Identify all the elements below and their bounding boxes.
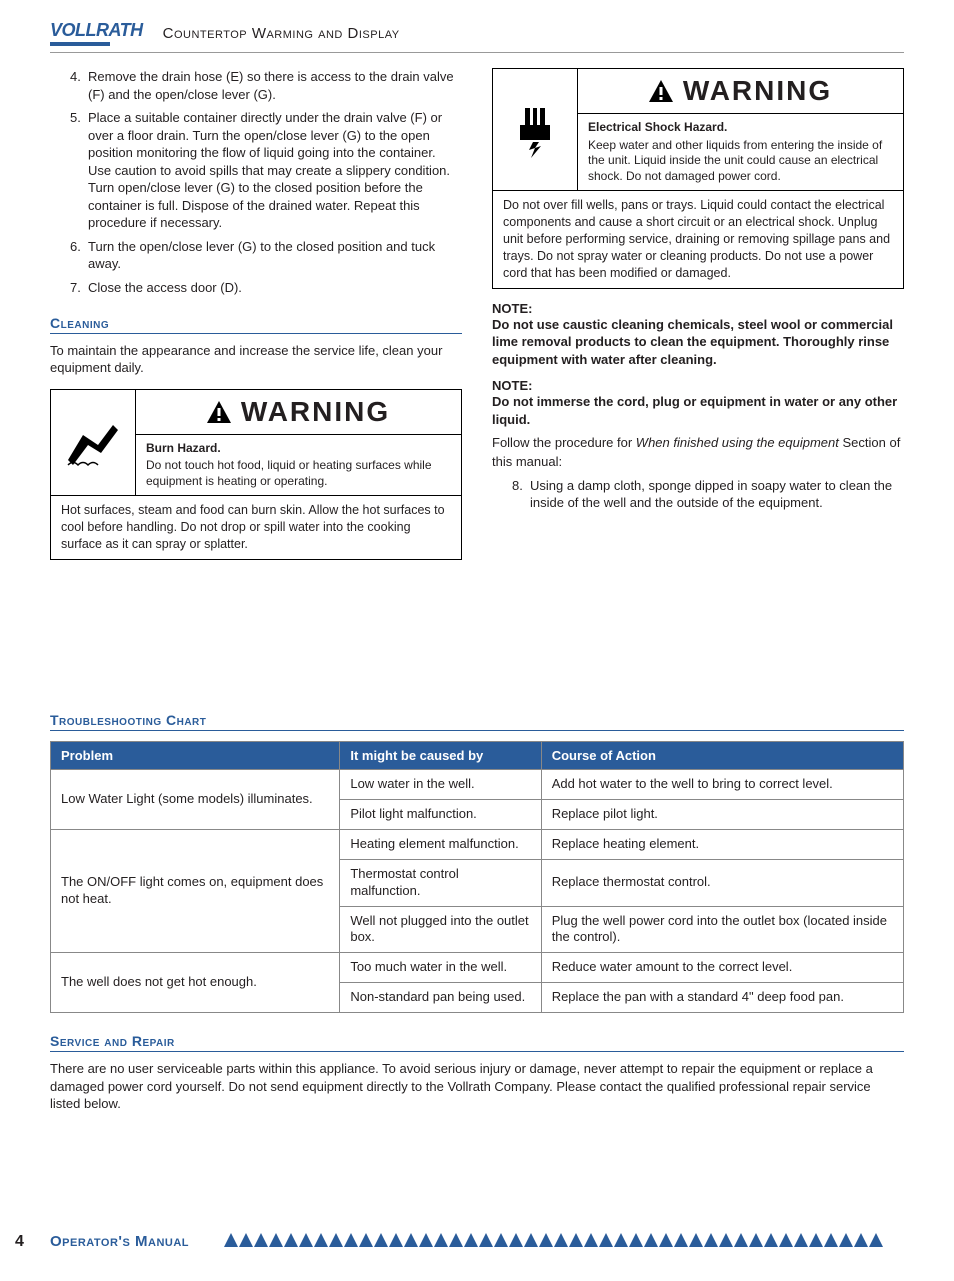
action-cell: Replace thermostat control.	[541, 859, 903, 906]
content-columns: 4.Remove the drain hose (E) so there is …	[50, 68, 904, 572]
left-column: 4.Remove the drain hose (E) so there is …	[50, 68, 462, 572]
action-cell: Replace pilot light.	[541, 799, 903, 829]
warning-sub-title: Electrical Shock Hazard.	[588, 120, 893, 136]
action-cell: Add hot water to the well to bring to co…	[541, 770, 903, 800]
warning-sub-title: Burn Hazard.	[146, 441, 451, 457]
cause-cell: Pilot light malfunction.	[340, 799, 541, 829]
table-header: Course of Action	[541, 742, 903, 770]
cause-cell: Too much water in the well.	[340, 953, 541, 983]
cause-cell: Well not plugged into the outlet box.	[340, 906, 541, 953]
warning-title: WARNING	[578, 69, 903, 114]
burn-hazard-icon	[51, 390, 136, 496]
problem-cell: The ON/OFF light comes on, equipment doe…	[51, 829, 340, 952]
problem-cell: The well does not get hot enough.	[51, 953, 340, 1013]
cause-cell: Thermostat control malfunction.	[340, 859, 541, 906]
footer-triangles	[224, 1233, 904, 1251]
warning-electrical-hazard: WARNING Electrical Shock Hazard. Keep wa…	[492, 68, 904, 289]
step-item: 5.Place a suitable container directly un…	[70, 109, 462, 232]
right-column: WARNING Electrical Shock Hazard. Keep wa…	[492, 68, 904, 572]
table-row: Low Water Light (some models) illuminate…	[51, 770, 904, 800]
note-label: NOTE:	[492, 301, 904, 316]
troubleshooting-heading: Troubleshooting Chart	[50, 712, 904, 731]
cause-cell: Heating element malfunction.	[340, 829, 541, 859]
step-item: 6.Turn the open/close lever (G) to the c…	[70, 238, 462, 273]
service-heading: Service and Repair	[50, 1033, 904, 1052]
action-cell: Replace the pan with a standard 4" deep …	[541, 983, 903, 1013]
cause-cell: Low water in the well.	[340, 770, 541, 800]
table-header: Problem	[51, 742, 340, 770]
electrical-hazard-icon	[493, 69, 578, 190]
service-text: There are no user serviceable parts with…	[50, 1060, 904, 1113]
procedure-steps-right: 8.Using a damp cloth, sponge dipped in s…	[492, 477, 904, 512]
warning-body: Do not over fill wells, pans or trays. L…	[493, 191, 903, 287]
troubleshooting-section: Troubleshooting Chart ProblemIt might be…	[50, 712, 904, 1013]
note-2: Do not immerse the cord, plug or equipme…	[492, 393, 904, 428]
step-item: 8.Using a damp cloth, sponge dipped in s…	[512, 477, 904, 512]
cleaning-heading: Cleaning	[50, 315, 462, 334]
warning-burn-hazard: WARNING Burn Hazard. Do not touch hot fo…	[50, 389, 462, 560]
step-item: 4.Remove the drain hose (E) so there is …	[70, 68, 462, 103]
page-title: Countertop Warming and Display	[163, 25, 400, 42]
footer-title: Operator's Manual	[50, 1233, 189, 1250]
page-number: 4	[15, 1233, 24, 1251]
warning-body: Hot surfaces, steam and food can burn sk…	[51, 496, 461, 559]
follow-procedure-text: Follow the procedure for When finished u…	[492, 434, 904, 470]
action-cell: Replace heating element.	[541, 829, 903, 859]
troubleshooting-table: ProblemIt might be caused byCourse of Ac…	[50, 741, 904, 1013]
table-row: The well does not get hot enough.Too muc…	[51, 953, 904, 983]
page-footer: 4 Operator's Manual	[50, 1233, 904, 1251]
page-header: VOLLRATH Countertop Warming and Display	[50, 20, 904, 53]
procedure-steps-left: 4.Remove the drain hose (E) so there is …	[50, 68, 462, 297]
table-header: It might be caused by	[340, 742, 541, 770]
warning-sub-text: Keep water and other liquids from enteri…	[588, 138, 882, 183]
cleaning-text: To maintain the appearance and increase …	[50, 342, 462, 377]
brand-logo: VOLLRATH	[50, 20, 143, 46]
problem-cell: Low Water Light (some models) illuminate…	[51, 770, 340, 830]
note-1: Do not use caustic cleaning chemicals, s…	[492, 316, 904, 369]
action-cell: Reduce water amount to the correct level…	[541, 953, 903, 983]
cause-cell: Non-standard pan being used.	[340, 983, 541, 1013]
warning-sub-text: Do not touch hot food, liquid or heating…	[146, 458, 432, 488]
note-label: NOTE:	[492, 378, 904, 393]
action-cell: Plug the well power cord into the outlet…	[541, 906, 903, 953]
table-row: The ON/OFF light comes on, equipment doe…	[51, 829, 904, 859]
warning-title: WARNING	[136, 390, 461, 435]
step-item: 7.Close the access door (D).	[70, 279, 462, 297]
